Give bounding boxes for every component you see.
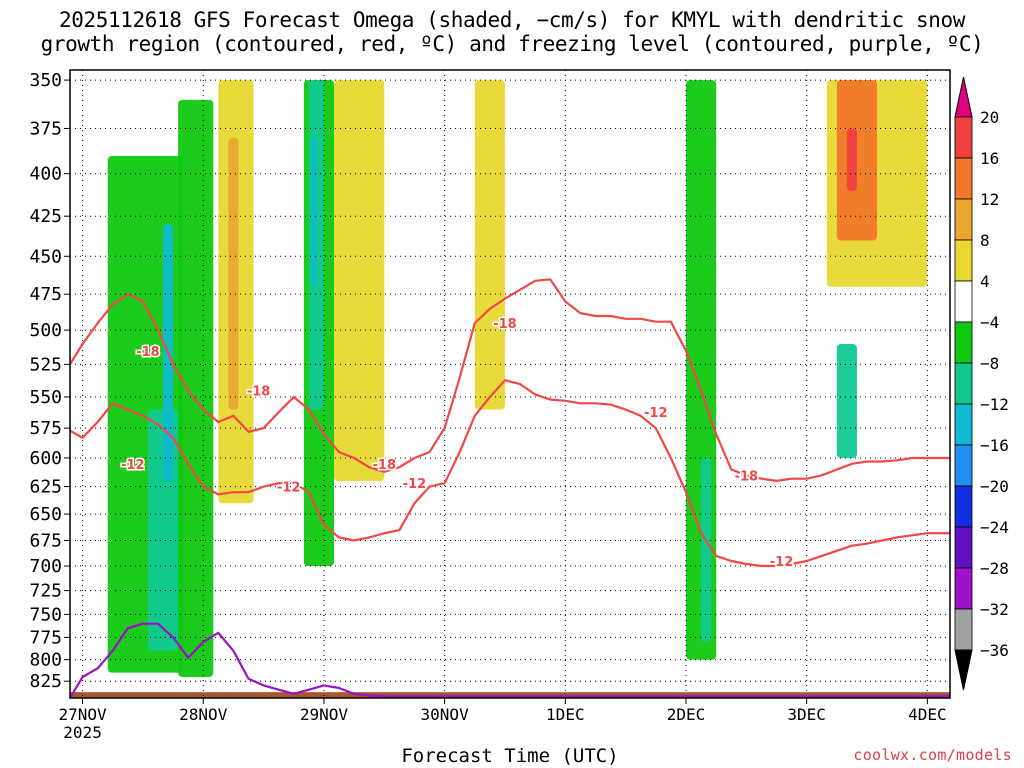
colorbar-label-13: −36 [980, 641, 1009, 660]
colorbar-box-12 [954, 608, 973, 651]
contour-label-1-1: -12 [277, 481, 301, 496]
colorbar-label-11: −28 [980, 559, 1009, 578]
y-tick-label-3: 425 [29, 206, 62, 227]
omega-region-7 [308, 80, 324, 410]
colorbar-box-8 [954, 444, 973, 487]
y-tick-label-12: 650 [29, 504, 62, 525]
colorbar-box-5 [954, 321, 973, 364]
y-tick-label-11: 625 [29, 477, 62, 498]
colorbar: 20 16 12 8 4 −4 −8 −12 −16 −20 −24 −28 −32 −36 [954, 76, 1009, 691]
omega-region-9 [334, 80, 385, 481]
y-tick-label-8: 550 [29, 387, 62, 408]
x-tick-label-7: 4DEC [908, 705, 947, 724]
y-tick-label-4: 450 [29, 246, 62, 267]
contour-label-0-2: -18 [373, 458, 397, 473]
terrain-fill [70, 692, 950, 698]
y-tick-label-1: 375 [29, 118, 62, 139]
colorbar-label-0: 20 [980, 108, 999, 127]
omega-region-10 [474, 80, 505, 410]
colorbar-label-4: 4 [980, 272, 990, 291]
contour-label-1-0: -12 [121, 458, 145, 473]
colorbar-box-11 [954, 567, 973, 610]
colorbar-box-2 [954, 198, 973, 241]
contour-label-1-4: -12 [770, 555, 794, 570]
colorbar-label-5: −4 [980, 313, 999, 332]
y-tick-label-16: 750 [29, 604, 62, 625]
contour-label-0-3: -18 [493, 317, 517, 332]
y-tick-label-5: 475 [29, 284, 62, 305]
grid-layer [70, 70, 950, 698]
y-tick-label-13: 675 [29, 531, 62, 552]
x-tick-label-0: 27NOV [58, 705, 107, 724]
colorbar-box-7 [954, 403, 973, 446]
colorbar-bottom-arrow [954, 649, 973, 691]
contour-line-2 [70, 622, 950, 698]
y-tick-label-0: 350 [29, 70, 62, 91]
colorbar-top-arrow [954, 76, 973, 118]
colorbar-label-8: −16 [980, 436, 1009, 455]
contour-label-1-3: -12 [644, 406, 668, 421]
x-tick-label-2: 29NOV [300, 705, 349, 724]
x-tick-label-3: 30NOV [421, 705, 470, 724]
colorbar-box-6 [954, 362, 973, 405]
chart-title-line-2: growth region (contoured, red, ºC) and f… [40, 32, 984, 56]
colorbar-label-1: 16 [980, 149, 999, 168]
contour-layer: -18 -18 -18 -18 -18 -12 -12 -12 -12 -12 [70, 278, 950, 698]
y-tick-label-10: 600 [29, 448, 62, 469]
contour-label-1-2: -12 [403, 477, 427, 492]
y-tick-label-6: 500 [29, 320, 62, 341]
contour-line-0 [70, 278, 950, 482]
colorbar-label-6: −8 [980, 354, 999, 373]
x-tick-label-1: 28NOV [179, 705, 228, 724]
axes-layer: 350 375 400 425 450 475 500 525 550 575 600 625 650 6… [29, 69, 951, 742]
x-tick-label-5: 2DEC [667, 705, 706, 724]
colorbar-box-10 [954, 526, 973, 569]
y-tick-label-7: 525 [29, 354, 62, 375]
contour-label-0-1: -18 [247, 385, 271, 400]
plot-frame [69, 69, 951, 699]
colorbar-label-7: −12 [980, 395, 1009, 414]
y-tick-label-2: 400 [29, 164, 62, 185]
x-axis-label: Forecast Time (UTC) [401, 745, 619, 767]
omega-region-15 [846, 128, 857, 192]
contour-label-0-4: -18 [735, 469, 759, 484]
omega-region-3 [178, 99, 214, 677]
y-tick-label-14: 700 [29, 556, 62, 577]
omega-region-16 [836, 344, 857, 458]
colorbar-label-2: 12 [980, 190, 999, 209]
y-tick-label-18: 800 [29, 650, 62, 671]
omega-region-5 [228, 137, 239, 410]
colorbar-box-4 [954, 280, 973, 323]
omega-shading-layer [70, 80, 950, 698]
credit-link[interactable]: coolwx.com/models [853, 746, 1012, 764]
omega-region-8 [311, 137, 317, 287]
y-tick-label-9: 575 [29, 418, 62, 439]
contour-line-1 [70, 379, 950, 568]
contour-label-0-0: -18 [136, 345, 160, 360]
x-tick-label-4: 1DEC [546, 705, 585, 724]
colorbar-label-9: −20 [980, 477, 1009, 496]
colorbar-label-10: −24 [980, 518, 1009, 537]
colorbar-box-3 [954, 239, 973, 282]
colorbar-box-0 [954, 116, 973, 159]
x-year-label: 2025 [63, 723, 102, 742]
colorbar-label-12: −32 [980, 600, 1009, 619]
x-tick-label-6: 3DEC [787, 705, 826, 724]
omega-region-12 [701, 457, 712, 642]
y-tick-label-15: 725 [29, 581, 62, 602]
y-tick-label-17: 775 [29, 627, 62, 648]
chart-title-line-1: 2025112618 GFS Forecast Omega (shaded, −… [59, 8, 965, 32]
colorbar-box-9 [954, 485, 973, 528]
colorbar-label-3: 8 [980, 231, 990, 250]
colorbar-box-1 [954, 157, 973, 200]
y-tick-label-19: 825 [29, 671, 62, 692]
